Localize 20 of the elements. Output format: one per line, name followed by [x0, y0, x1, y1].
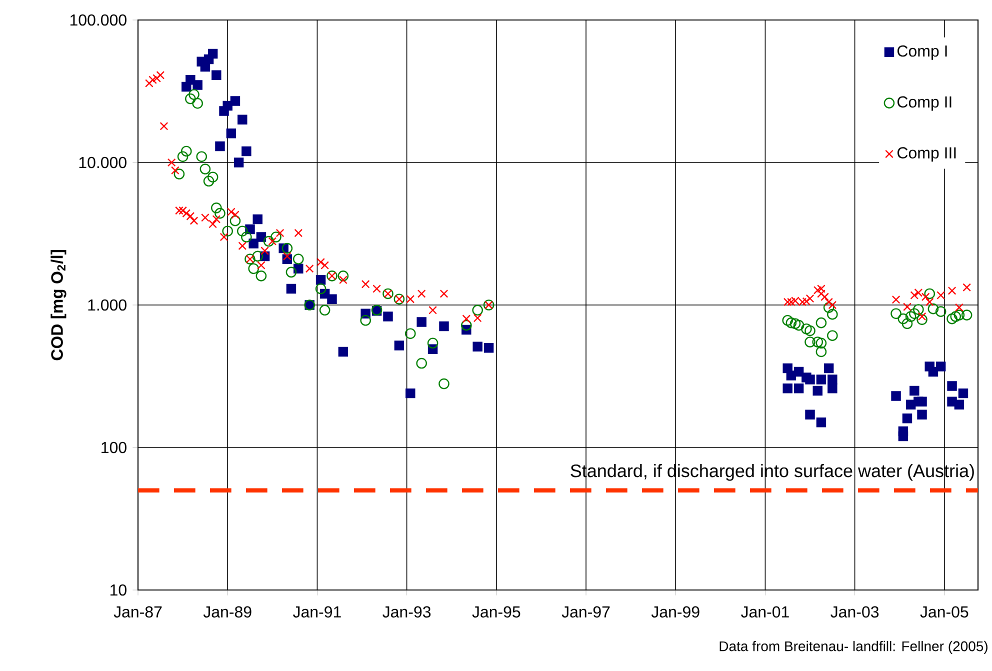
- x-tick-label: Jan-03: [830, 606, 879, 618]
- x-tick-label: Jan-95: [472, 606, 520, 618]
- x-tick-label: Jan-93: [382, 606, 431, 618]
- text: Data from Breitenau- landfill: Fellner (2005): [720, 640, 988, 654]
- legend-label: Comp I: [898, 45, 947, 60]
- y-tick-label: 100: [102, 442, 126, 454]
- x-tick-label: Jan-05: [920, 606, 968, 618]
- x-tick-label: Jan-01: [741, 606, 789, 618]
- legend-label: Comp III: [898, 147, 956, 162]
- y-axis-title: COD [mg O$_{2}$/l]: [50, 250, 66, 360]
- x-tick-label: Jan-87: [114, 606, 162, 618]
- x-tick-label: Jan-89: [203, 606, 252, 618]
- y-tick-label: 100.000: [70, 14, 126, 26]
- y-tick-label: 10: [110, 584, 126, 596]
- x-tick-label: Jan-97: [562, 606, 610, 618]
- y-tick-label: 10.000: [79, 156, 126, 168]
- x-tick-label: Jan-99: [651, 606, 700, 618]
- x-tick-label: Jan-91: [292, 606, 341, 618]
- legend-label: Comp II: [898, 96, 952, 111]
- y-tick-label: 1.000: [88, 299, 126, 311]
